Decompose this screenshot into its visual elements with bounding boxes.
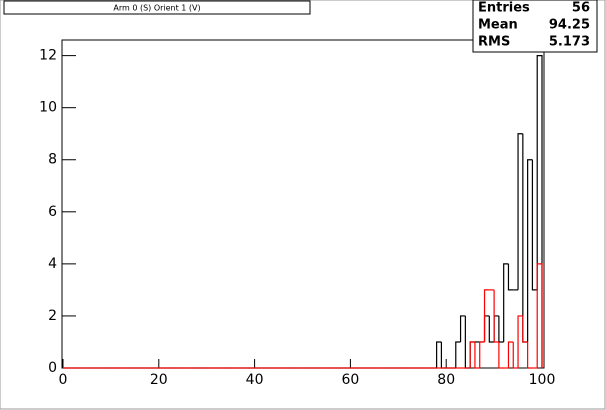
y-tick-label: 12 — [39, 48, 57, 64]
histogram-bin — [493, 289, 499, 343]
stats-box — [472, 0, 598, 53]
histogram-bin — [517, 133, 523, 290]
histogram-bin — [517, 315, 523, 368]
stats-value: 5.173 — [549, 35, 590, 50]
histogram-bin — [503, 263, 509, 342]
stats-label: Entries — [478, 1, 530, 16]
stats-value: 56 — [572, 1, 590, 16]
stats-value: 94.25 — [549, 18, 590, 33]
y-tick-label: 10 — [39, 100, 57, 116]
histogram-bin — [536, 55, 543, 368]
chart-title: Arm 0 (S) Orient 1 (V) — [113, 4, 200, 13]
x-tick-label: 20 — [150, 372, 168, 388]
histogram-bin — [479, 341, 485, 368]
stats-label: RMS — [478, 35, 510, 50]
histogram-bin — [455, 341, 461, 368]
stats-label: Mean — [478, 18, 518, 33]
histogram-bin — [522, 315, 528, 343]
histogram-bin — [527, 159, 533, 342]
histogram-bin — [507, 263, 514, 291]
histogram-bin — [436, 341, 442, 368]
histogram-bin — [498, 341, 504, 369]
histogram-bin — [507, 341, 514, 368]
y-tick-label: 0 — [48, 360, 57, 376]
histogram-bin — [474, 341, 480, 369]
histogram-bin — [459, 315, 466, 342]
frame — [61, 39, 545, 369]
histogram-bin — [536, 263, 543, 368]
histogram-bin — [488, 315, 495, 343]
x-tick-label: 100 — [529, 372, 556, 388]
x-tick-label: 0 — [59, 372, 68, 388]
histogram-bin — [512, 341, 519, 369]
y-tick-label: 2 — [48, 308, 57, 324]
x-tick-label: 40 — [246, 372, 264, 388]
histogram-bin — [483, 289, 490, 342]
x-tick-label: 80 — [437, 372, 455, 388]
histogram-bin — [527, 341, 533, 369]
y-tick-label: 8 — [48, 152, 57, 168]
title-box — [3, 0, 311, 15]
x-tick-label: 60 — [341, 372, 359, 388]
y-tick-label: 6 — [48, 204, 57, 220]
histogram-bin — [469, 341, 475, 368]
y-tick-label: 4 — [48, 256, 57, 272]
histogram-bin — [531, 159, 538, 291]
